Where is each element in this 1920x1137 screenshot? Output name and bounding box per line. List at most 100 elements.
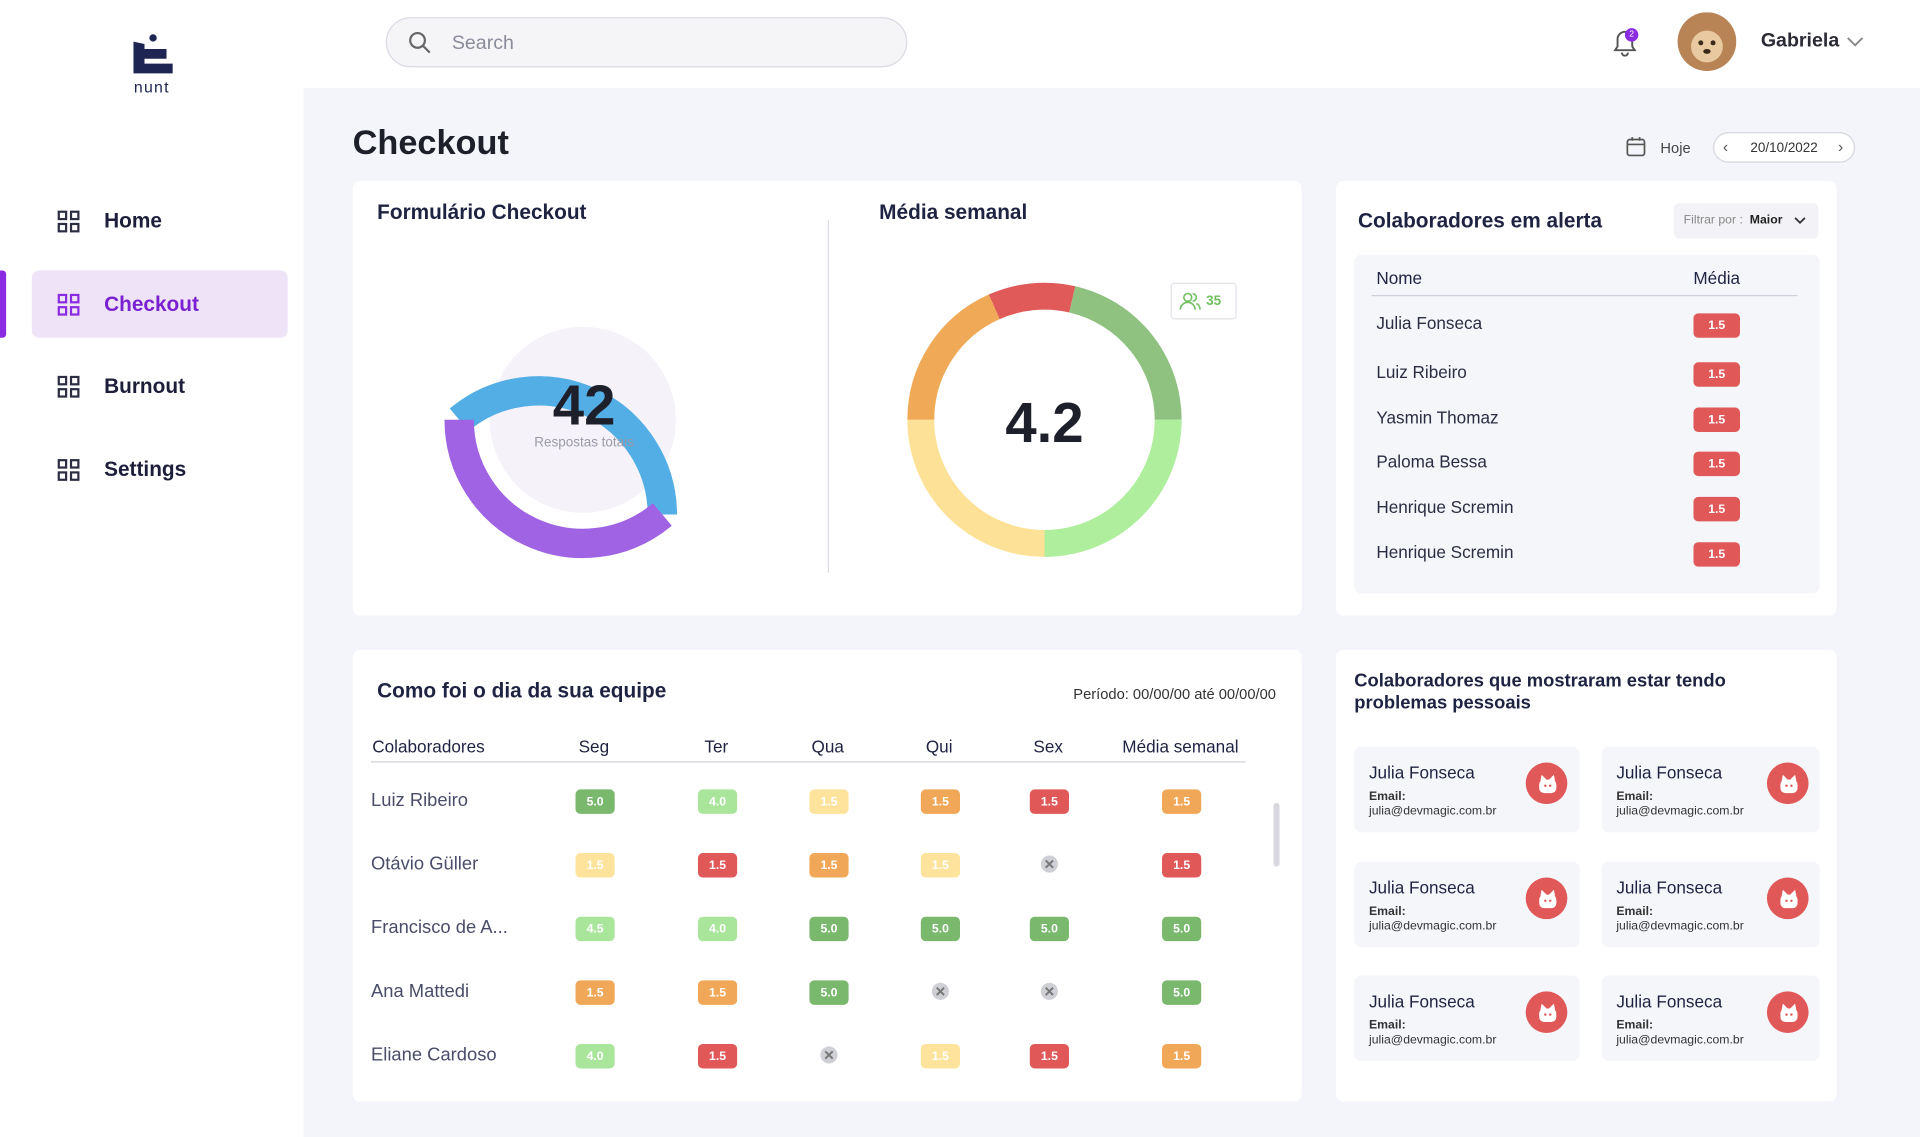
alerts-column: Média [1693, 268, 1741, 288]
person-email: julia@devmagic.com.br [1616, 919, 1744, 934]
participants-tooltip: 35 [1170, 282, 1237, 320]
filter-label: Filtrar por : [1683, 213, 1743, 228]
divider [827, 220, 829, 573]
score-badge: 1.5 [697, 1043, 738, 1069]
person-email: julia@devmagic.com.br [1368, 919, 1497, 934]
score-badge: 1.5 [1029, 789, 1069, 814]
person-email: julia@devmagic.com.br [1616, 1033, 1744, 1048]
avatar-icon [1780, 889, 1798, 909]
page-title: Checkout [352, 123, 509, 162]
team-column: Seg [578, 736, 610, 757]
search-icon [409, 31, 431, 54]
no-answer-icon [1040, 855, 1058, 873]
responses-donut [444, 326, 678, 559]
score-badge: 1.5 [697, 853, 738, 878]
nav-item[interactable]: Home [104, 209, 162, 233]
date-picker[interactable]: ‹ 20/10/2022 › [1713, 132, 1856, 163]
person-email: julia@devmagic.com.br [1616, 804, 1744, 819]
sidebar: nunt [0, 0, 304, 1137]
alert-name: Henrique Scremin [1376, 496, 1514, 517]
alert-name: Paloma Bessa [1376, 451, 1487, 472]
alert-score: 1.5 [1693, 542, 1741, 567]
score-badge: 1.5 [1162, 789, 1202, 814]
team-member: Francisco de A... [371, 917, 508, 939]
person-name: Julia Fonseca [1616, 762, 1723, 783]
person-email: julia@devmagic.com.br [1368, 1033, 1497, 1048]
person-name: Julia Fonseca [1368, 762, 1475, 783]
score-badge: 1.5 [809, 789, 849, 814]
team-member: Otávio Güller [371, 853, 479, 875]
nav-icon [57, 375, 80, 398]
score-badge: 4.5 [575, 916, 615, 942]
nav-item[interactable]: Checkout [104, 292, 199, 316]
score-badge: 1.5 [575, 980, 615, 1005]
logo [133, 34, 173, 74]
avatar-icon [1780, 774, 1798, 794]
participants: 35 [1206, 293, 1222, 309]
score-badge: 1.5 [809, 853, 849, 878]
alerts-title: Colaboradores em alerta [1357, 209, 1603, 233]
date-next[interactable]: › [1837, 137, 1844, 156]
email-label: Email: [1616, 790, 1654, 804]
team-column: Colaboradores [372, 736, 485, 757]
notification-count: 2 [1624, 28, 1639, 42]
date-label: Hoje [1660, 139, 1691, 157]
weekly-average: 4.2 [1005, 390, 1084, 455]
active-nav-bg [31, 270, 288, 338]
score-badge: 5.0 [809, 980, 849, 1005]
score-badge: 1.5 [920, 853, 961, 878]
calendar-icon [1626, 137, 1646, 157]
score-badge: 1.5 [1029, 1043, 1069, 1069]
date-prev[interactable]: ‹ [1722, 137, 1729, 156]
total-responses: 42 [552, 373, 616, 437]
alert-name: Henrique Scremin [1376, 542, 1514, 562]
search-box[interactable]: Search [385, 17, 908, 68]
score-badge: 4.0 [575, 1043, 615, 1069]
user-name[interactable]: Gabriela [1760, 30, 1840, 52]
weekly-card-title: Média semanal [879, 200, 1028, 224]
score-badge: 5.0 [575, 789, 615, 814]
people-icon [1179, 292, 1201, 310]
email-label: Email: [1616, 1018, 1654, 1033]
brand: nunt [133, 77, 170, 97]
no-answer-icon [1040, 982, 1058, 1000]
score-badge: 5.0 [920, 916, 961, 942]
alert-name: Luiz Ribeiro [1376, 362, 1467, 382]
total-responses-label: Respostas totais [534, 435, 634, 451]
person-email: julia@devmagic.com.br [1368, 804, 1497, 819]
team-member: Ana Mattedi [371, 980, 470, 1002]
email-label: Email: [1616, 905, 1654, 919]
person-name: Julia Fonseca [1368, 877, 1475, 898]
avatar-icon [1539, 1003, 1557, 1022]
team-column: Sex [1033, 736, 1063, 757]
team-member: Luiz Ribeiro [371, 790, 469, 811]
team-column: Ter [704, 736, 729, 757]
weekly-donut [907, 282, 1182, 557]
team-period: Período: 00/00/00 até 00/00/00 [1073, 685, 1276, 703]
alert-score: 1.5 [1693, 451, 1741, 477]
alert-score: 1.5 [1693, 362, 1741, 387]
team-column: Qui [925, 736, 953, 757]
alert-score: 1.5 [1693, 407, 1741, 433]
nav-icon [57, 210, 80, 233]
user-menu-chevron[interactable] [1845, 34, 1865, 49]
avatar[interactable] [1677, 12, 1737, 71]
score-badge: 5.0 [809, 916, 849, 942]
nav-item[interactable]: Burnout [104, 374, 186, 398]
score-badge: 1.5 [1162, 1043, 1202, 1069]
form-card-title: Formulário Checkout [377, 200, 587, 224]
score-badge: 1.5 [1162, 853, 1202, 878]
nav-item[interactable]: Settings [104, 457, 187, 481]
score-badge: 4.0 [697, 916, 738, 942]
alerts-header-line [1371, 294, 1798, 297]
avatar-icon [1780, 1003, 1798, 1022]
no-answer-icon [931, 982, 949, 1000]
team-column: Média semanal [1122, 736, 1239, 757]
filter-dropdown[interactable]: Filtrar por : Maior [1673, 203, 1819, 239]
team-header-line [371, 761, 1246, 763]
scrollbar[interactable] [1273, 802, 1280, 867]
email-label: Email: [1368, 905, 1406, 919]
search-placeholder: Search [451, 33, 514, 54]
team-title: Como foi o dia da sua equipe [377, 679, 667, 703]
